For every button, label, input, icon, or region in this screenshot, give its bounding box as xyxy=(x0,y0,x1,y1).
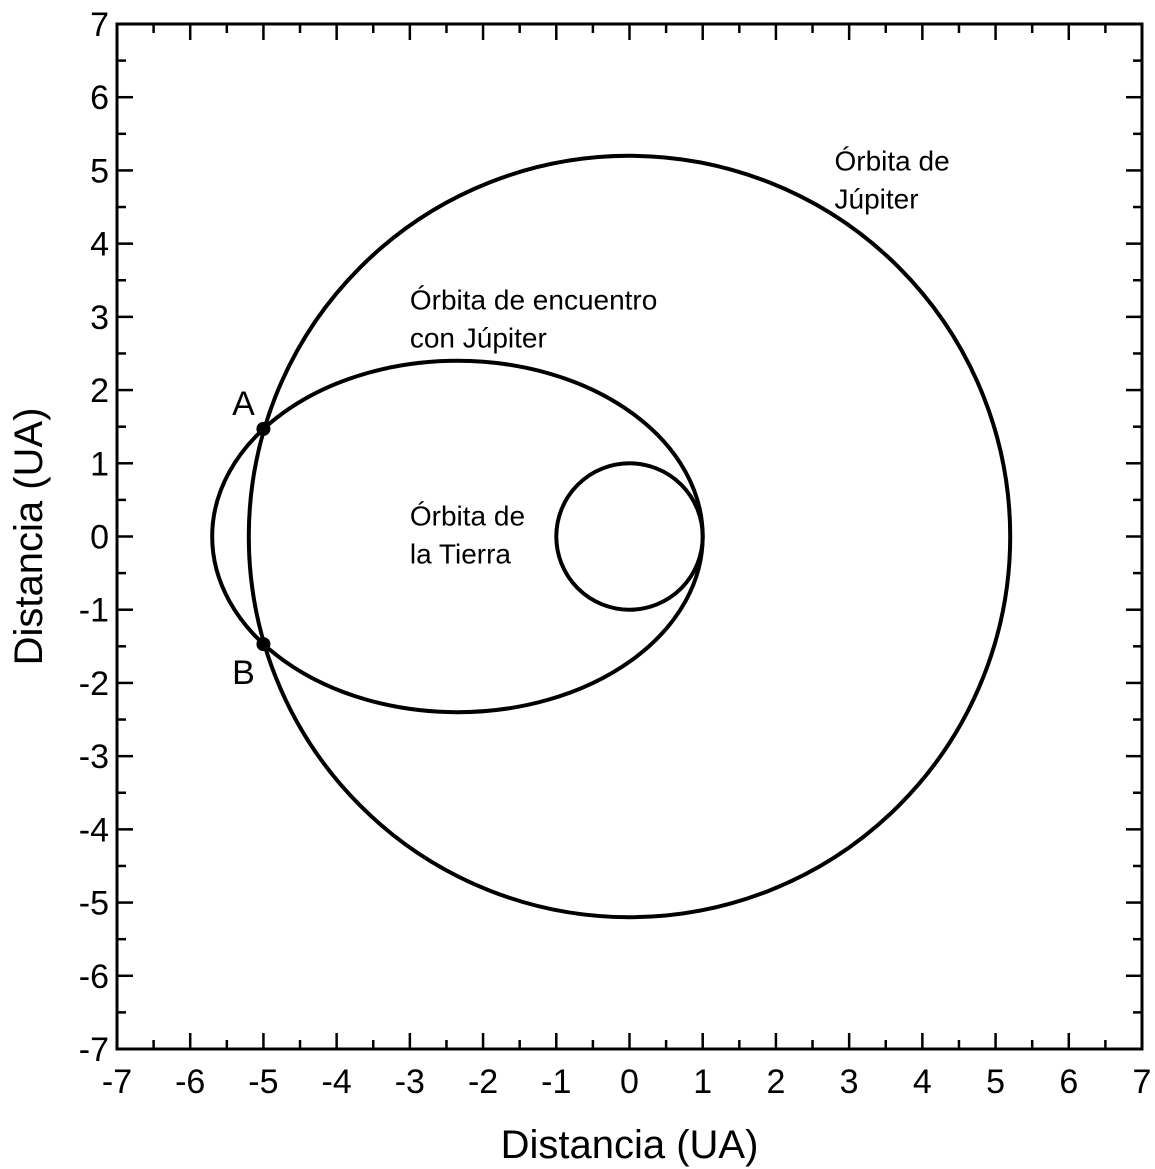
point-label-a: A xyxy=(232,385,255,423)
x-tick-label: -7 xyxy=(102,1063,132,1101)
y-tick-label: -7 xyxy=(79,1031,109,1069)
x-tick-label: -2 xyxy=(468,1063,498,1101)
annotations-layer: Órbita de Júpiter Órbita de encuentro con J… xyxy=(410,145,950,569)
y-tick-label: 7 xyxy=(90,6,109,44)
x-tick-label: -4 xyxy=(322,1063,352,1101)
point-label-b: B xyxy=(232,654,255,692)
y-tick-label: -3 xyxy=(79,738,109,776)
x-tick-label: 7 xyxy=(1133,1063,1152,1101)
y-tick-label: 0 xyxy=(90,519,109,557)
y-axis-title: Distancia (UA) xyxy=(7,408,51,666)
y-tick-label: -5 xyxy=(79,885,109,923)
y-tick-label: 1 xyxy=(90,445,109,483)
y-tick-label: 5 xyxy=(90,152,109,190)
point-a xyxy=(256,421,271,436)
y-tick-label: -1 xyxy=(79,592,109,630)
y-tick-label: 2 xyxy=(90,372,109,410)
orbit-jupiter xyxy=(246,153,1013,920)
orbit-encuentro xyxy=(210,358,705,715)
orbit-tierra xyxy=(554,461,705,612)
points-layer: AB xyxy=(232,385,271,692)
plot-frame xyxy=(115,22,1144,1051)
annotation-tierra: Órbita de la Tierra xyxy=(410,501,525,570)
y-tick-label: -4 xyxy=(79,811,109,849)
x-tick-label: 4 xyxy=(913,1063,932,1101)
point-b xyxy=(256,637,271,652)
x-tick-label: 2 xyxy=(766,1063,785,1101)
x-tick-label: 0 xyxy=(620,1063,639,1101)
ticks-layer: -7 -6 -5 -4 -3 -2 -1 0 1 2 3 4 5 6 7 7 6 5 4 3 2 1 0 -1 -2 -3 -4 -5… xyxy=(79,6,1152,1101)
x-tick-label: -3 xyxy=(395,1063,425,1101)
y-tick-label: 4 xyxy=(90,226,109,264)
x-tick-label: 5 xyxy=(986,1063,1005,1101)
y-tick-label: 6 xyxy=(90,79,109,117)
x-tick-label: 1 xyxy=(693,1063,712,1101)
y-tick-label: 3 xyxy=(90,299,109,337)
orbits-layer xyxy=(210,153,1013,920)
y-tick-label: -2 xyxy=(79,665,109,703)
x-tick-label: 6 xyxy=(1059,1063,1078,1101)
annotation-jupiter: Órbita de Júpiter xyxy=(835,145,950,214)
x-axis-title: Distancia (UA) xyxy=(501,1123,759,1167)
x-tick-label: 3 xyxy=(840,1063,859,1101)
y-tick-label: -6 xyxy=(79,958,109,996)
x-tick-label: -1 xyxy=(541,1063,571,1101)
x-tick-label: -5 xyxy=(248,1063,278,1101)
x-tick-label: -6 xyxy=(175,1063,205,1101)
annotation-encuentro: Órbita de encuentro con Júpiter xyxy=(410,285,658,354)
